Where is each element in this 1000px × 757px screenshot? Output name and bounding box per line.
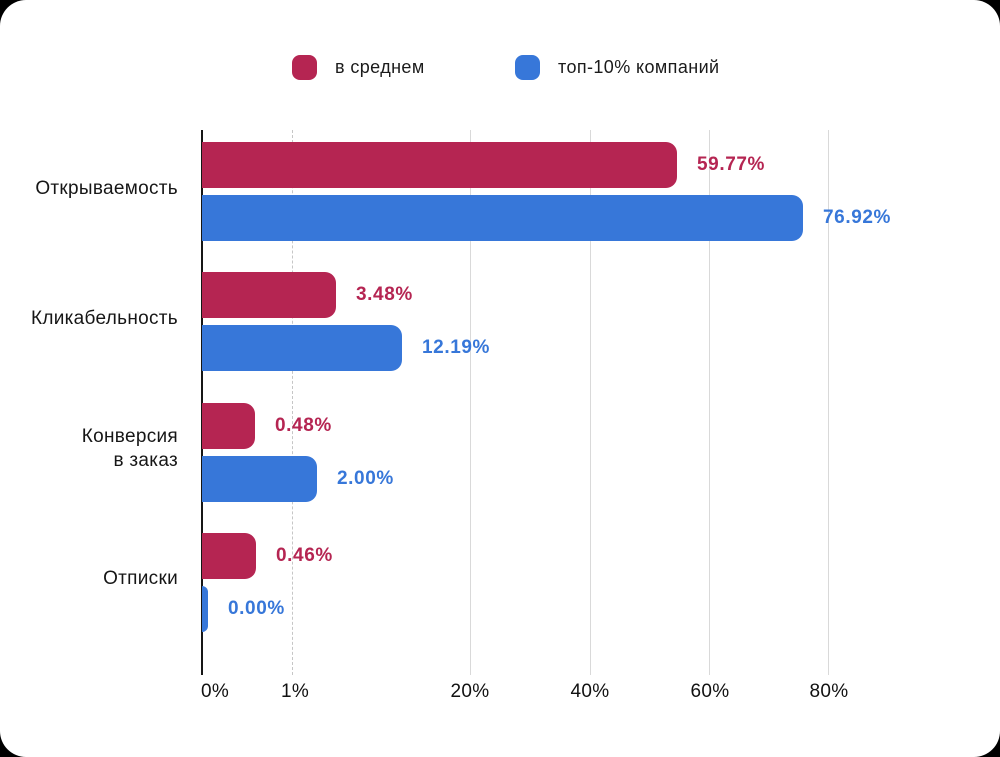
category-label-3: Отписки bbox=[103, 568, 178, 590]
x-tick-80%: 80% bbox=[809, 681, 849, 702]
x-tick-40%: 40% bbox=[570, 681, 610, 702]
bar-average-1 bbox=[202, 272, 336, 319]
x-tick-0%: 0% bbox=[200, 681, 230, 702]
value-label-average-3: 0.46% bbox=[276, 544, 333, 566]
legend-swatch-average-icon bbox=[292, 55, 317, 80]
value-label-average-2: 0.48% bbox=[275, 414, 332, 436]
value-label-top10-2: 2.00% bbox=[337, 467, 394, 489]
plot-area: 59.77% 76.92% 3.48% 12.19% 0.48% 2.00% 0.46% 0.… bbox=[201, 130, 947, 675]
gridline-40% bbox=[590, 130, 591, 675]
category-label-1: Кликабельность bbox=[30, 307, 178, 329]
y-axis-line bbox=[201, 130, 203, 675]
gridline-20% bbox=[470, 130, 471, 675]
value-label-average-0: 59.77% bbox=[697, 154, 766, 175]
legend-swatch-top10-icon bbox=[515, 55, 540, 80]
legend-item-top10: топ-10% компаний bbox=[515, 55, 720, 80]
bar-average-3 bbox=[202, 532, 256, 579]
legend-item-average: в среднем bbox=[292, 55, 425, 80]
bar-top10-0 bbox=[202, 195, 803, 241]
x-tick-20%: 20% bbox=[450, 681, 490, 702]
gridline-80% bbox=[828, 130, 829, 675]
value-label-top10-1: 12.19% bbox=[422, 337, 491, 359]
value-label-top10-3: 0.00% bbox=[228, 597, 285, 619]
x-tick-60%: 60% bbox=[690, 681, 730, 702]
value-label-top10-0: 76.92% bbox=[823, 207, 892, 228]
bar-average-0 bbox=[202, 142, 677, 188]
legend-label-top10: топ-10% компаний bbox=[558, 57, 720, 77]
gridline-60% bbox=[709, 130, 710, 675]
category-label-2: Конверсия в заказ bbox=[81, 426, 178, 472]
bar-average-2 bbox=[202, 402, 255, 449]
x-tick-1%: 1% bbox=[280, 681, 310, 702]
value-label-average-1: 3.48% bbox=[356, 284, 413, 306]
gridline-1% bbox=[292, 130, 293, 675]
legend-label-average: в среднем bbox=[335, 57, 425, 77]
bar-top10-1 bbox=[202, 325, 402, 372]
category-label-0: Открываемость bbox=[35, 177, 178, 199]
bar-top10-2 bbox=[202, 455, 317, 502]
bar-top10-3 bbox=[202, 585, 208, 632]
